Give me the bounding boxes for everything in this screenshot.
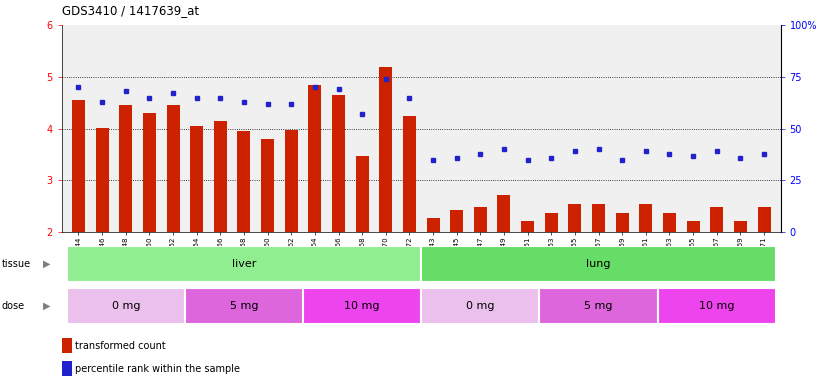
Bar	[285, 130, 297, 232]
Bar	[237, 131, 250, 232]
Text: tissue: tissue	[2, 259, 31, 269]
Bar	[545, 213, 558, 232]
Bar	[72, 100, 85, 232]
Bar	[615, 213, 629, 232]
Bar	[67, 246, 421, 282]
Bar	[167, 105, 179, 232]
Bar	[119, 105, 132, 232]
Bar	[303, 288, 421, 324]
Bar	[96, 128, 109, 232]
Bar	[592, 204, 605, 232]
Text: 10 mg: 10 mg	[344, 301, 380, 311]
Bar	[261, 139, 274, 232]
Text: transformed count: transformed count	[75, 341, 166, 351]
Bar	[733, 221, 747, 232]
Text: 5 mg: 5 mg	[230, 301, 259, 311]
Text: ▶: ▶	[43, 301, 50, 311]
Text: 0 mg: 0 mg	[112, 301, 140, 311]
Text: 0 mg: 0 mg	[466, 301, 495, 311]
Bar	[657, 288, 776, 324]
Bar	[379, 68, 392, 232]
Bar	[426, 218, 439, 232]
Bar	[185, 288, 303, 324]
Bar	[214, 121, 227, 232]
Bar	[403, 116, 416, 232]
Bar	[568, 204, 582, 232]
Bar	[497, 195, 510, 232]
Bar	[356, 156, 368, 232]
Bar	[143, 113, 156, 232]
Text: dose: dose	[2, 301, 25, 311]
Bar	[757, 207, 771, 232]
Bar	[450, 210, 463, 232]
Text: 10 mg: 10 mg	[699, 301, 734, 311]
Bar	[474, 207, 487, 232]
Bar	[521, 221, 534, 232]
Bar	[539, 288, 657, 324]
Text: GDS3410 / 1417639_at: GDS3410 / 1417639_at	[62, 4, 199, 17]
Bar	[421, 246, 776, 282]
Text: percentile rank within the sample: percentile rank within the sample	[75, 364, 240, 374]
Bar	[639, 204, 653, 232]
Text: liver: liver	[232, 259, 256, 269]
Bar	[332, 95, 345, 232]
Bar	[710, 207, 724, 232]
Text: 5 mg: 5 mg	[584, 301, 613, 311]
Text: lung: lung	[586, 259, 610, 269]
Bar	[308, 84, 321, 232]
Bar	[190, 126, 203, 232]
Bar	[686, 221, 700, 232]
Bar	[421, 288, 539, 324]
Bar	[663, 213, 676, 232]
Text: ▶: ▶	[43, 259, 50, 269]
Bar	[67, 288, 185, 324]
